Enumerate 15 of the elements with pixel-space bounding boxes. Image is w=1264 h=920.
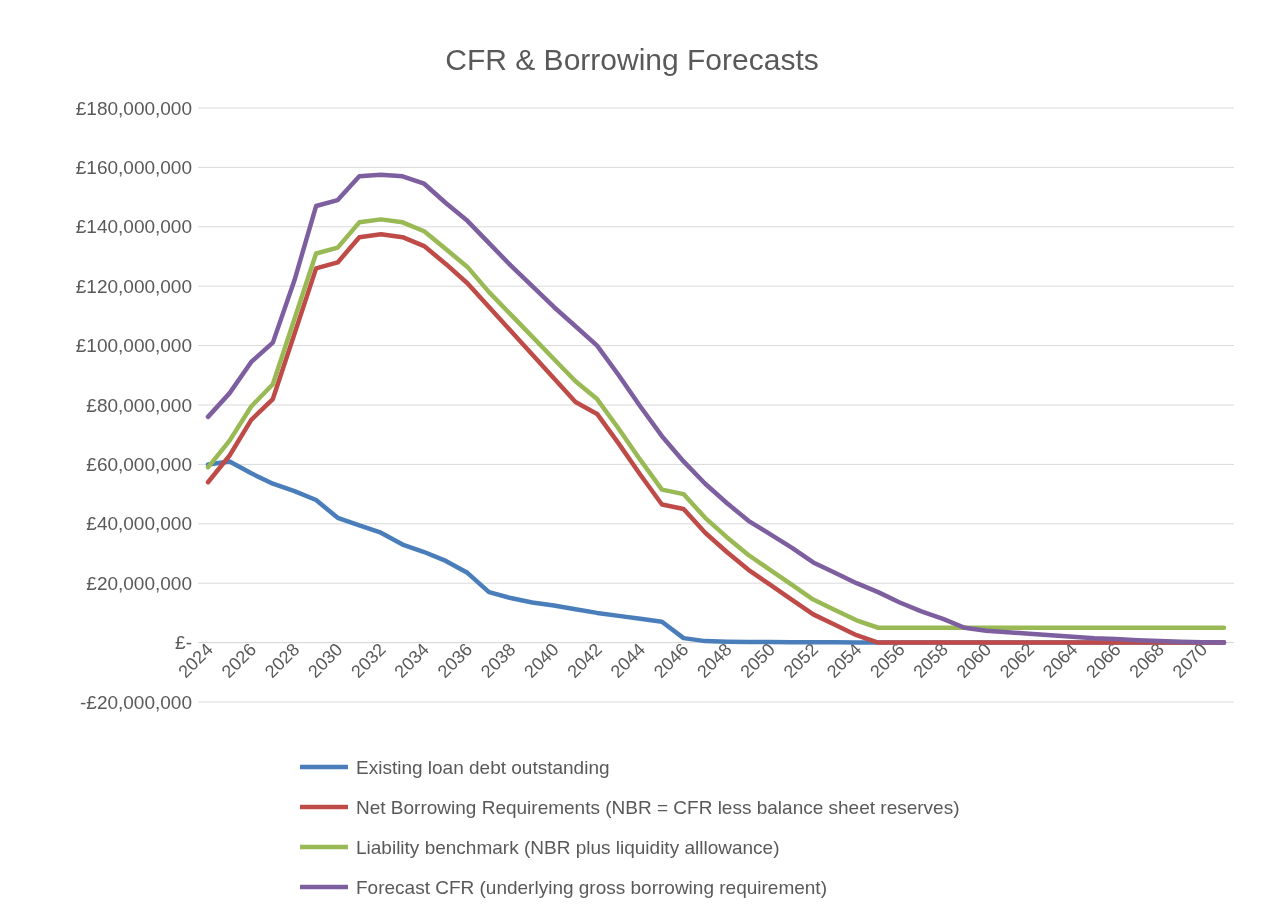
legend-label: Existing loan debt outstanding (356, 756, 610, 778)
y-tick-label: £60,000,000 (86, 454, 192, 476)
y-tick-label: £140,000,000 (75, 216, 192, 238)
legend-label: Net Borrowing Requirements (NBR = CFR less balance sheet reserves) (356, 796, 960, 818)
chart-title: CFR & Borrowing Forecasts (445, 43, 819, 76)
y-tick-label: £80,000,000 (86, 394, 192, 416)
legend-label: Liability benchmark (NBR plus liquidity alllowance) (356, 836, 780, 858)
y-tick-label: -£20,000,000 (80, 691, 192, 713)
y-tick-label: £40,000,000 (86, 513, 192, 535)
y-tick-label: £120,000,000 (75, 275, 192, 297)
y-tick-label: £180,000,000 (75, 97, 192, 119)
legend-label: Forecast CFR (underlying gross borrowing requirement) (356, 876, 827, 898)
y-tick-label: £100,000,000 (75, 335, 192, 357)
y-tick-label: £160,000,000 (75, 157, 192, 179)
y-tick-label: £20,000,000 (86, 572, 192, 594)
